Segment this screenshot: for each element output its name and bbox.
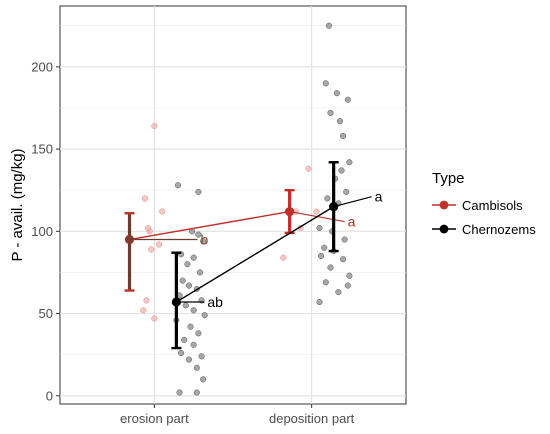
data-point (193, 364, 200, 371)
y-tick-label: 150 (31, 142, 53, 157)
data-point (185, 356, 193, 363)
data-point (190, 254, 197, 261)
y-tick-label: 50 (39, 306, 53, 321)
y-tick-label: 0 (46, 388, 53, 403)
data-point (318, 252, 325, 260)
data-point (198, 353, 205, 360)
y-tick-label: 200 (31, 59, 53, 74)
data-point (313, 208, 320, 215)
data-point (190, 307, 197, 314)
data-point (145, 224, 152, 232)
data-point (140, 307, 147, 314)
data-point (340, 256, 347, 263)
data-point (174, 182, 182, 189)
data-point (185, 282, 193, 289)
data-point (200, 238, 207, 245)
data-point (156, 241, 163, 248)
data-point (182, 302, 189, 309)
legend-key-marker (439, 224, 449, 234)
series-cambisols (140, 123, 320, 322)
grid (60, 6, 406, 404)
legend-title: Type (432, 170, 465, 187)
data-point (176, 389, 183, 396)
group-letter-label: ab (207, 294, 223, 310)
data-point (187, 323, 194, 330)
legend: Type Cambisols Chernozems (432, 170, 536, 237)
data-point (195, 231, 202, 238)
legend-key-marker (439, 200, 449, 210)
data-point (344, 96, 351, 103)
data-point (184, 261, 191, 268)
data-point (338, 167, 345, 174)
data-point (195, 188, 202, 195)
data-point (316, 298, 323, 306)
series-summary-cambisols: ba (124, 188, 356, 292)
data-point (141, 195, 148, 202)
group-letter-label: a (348, 214, 356, 230)
y-axis: 0 50 100 150 200 (31, 59, 60, 403)
data-point (346, 272, 353, 279)
series-summary-chernozems: aba (171, 161, 383, 350)
letter-leader-line (333, 196, 372, 208)
data-point (148, 246, 155, 253)
legend-entry-label: Chernozems (462, 222, 536, 237)
data-point (322, 279, 329, 286)
data-point (196, 269, 204, 276)
data-point (346, 159, 353, 166)
data-point (159, 208, 166, 215)
data-point (195, 330, 202, 337)
data-point (280, 254, 287, 261)
data-point (151, 123, 158, 130)
data-point (200, 376, 207, 383)
data-point (151, 315, 158, 322)
data-point (201, 312, 208, 319)
data-point (190, 341, 197, 348)
series-chernozems (173, 22, 353, 396)
y-axis-label: P - avail. (mg/kg) (9, 148, 26, 261)
data-point (343, 188, 350, 195)
data-point (340, 132, 347, 139)
plot-background (59, 5, 407, 405)
x-tick-label: erosion part (120, 411, 189, 426)
data-point (341, 236, 348, 243)
data-point (179, 277, 186, 284)
group-letter-label: a (375, 189, 383, 205)
data-point (344, 282, 351, 289)
mean-connector-line (129, 210, 290, 241)
mean-point (171, 297, 181, 307)
legend-entry-label: Cambisols (462, 198, 523, 213)
data-point (322, 80, 329, 87)
data-point (327, 264, 334, 271)
mean-connector-line (176, 206, 335, 303)
data-point (193, 389, 200, 396)
mean-point (285, 206, 295, 217)
data-point (325, 22, 332, 29)
data-point (327, 109, 334, 116)
data-point (305, 165, 312, 172)
panel-background (60, 6, 406, 404)
group-letter-label: b (201, 232, 209, 248)
data-point (181, 336, 188, 343)
panel-border (59, 5, 407, 405)
data-point (316, 224, 323, 232)
x-axis: erosion part deposition part (120, 404, 355, 426)
data-point (333, 90, 340, 97)
x-tick-label: deposition part (269, 411, 355, 426)
data-point (335, 289, 342, 296)
data-point (321, 244, 328, 251)
data-point (336, 118, 343, 125)
y-tick-label: 100 (31, 224, 53, 239)
data-point (178, 349, 185, 357)
data-point (143, 297, 150, 304)
data-point (324, 195, 331, 202)
